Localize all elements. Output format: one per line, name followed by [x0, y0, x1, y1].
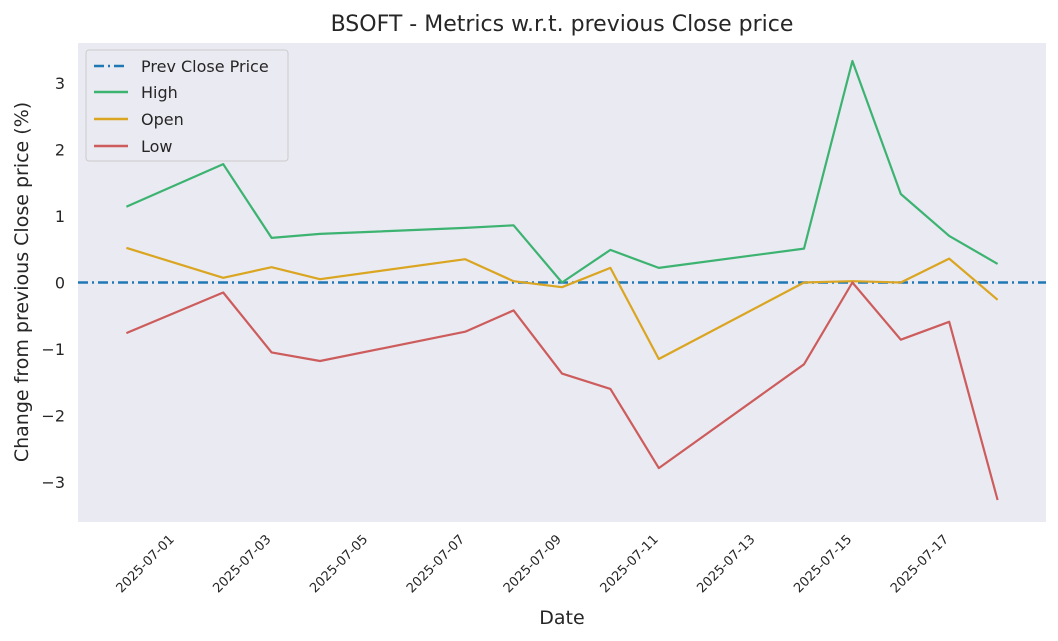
x-tick-label: 2025-07-15: [791, 532, 855, 596]
y-tick-label: −2: [41, 407, 65, 426]
chart-title: BSOFT - Metrics w.r.t. previous Close pr…: [331, 12, 794, 37]
y-tick-label: 2: [55, 140, 65, 159]
y-tick-label: 1: [55, 207, 65, 226]
legend-label-open: Open: [141, 110, 184, 129]
series-line-high: [125, 59, 999, 284]
y-tick-label: 3: [55, 74, 65, 93]
y-ticks: 3 2 1 0 −1 −2 −3: [41, 74, 65, 492]
x-tick-label: 2025-07-17: [888, 532, 952, 596]
x-tick-label: 2025-07-05: [307, 532, 371, 596]
y-tick-label: −3: [41, 473, 65, 492]
x-tick-label: 2025-07-09: [501, 532, 565, 596]
x-axis-label: Date: [539, 607, 584, 629]
legend: Prev Close Price High Open Low: [85, 49, 289, 162]
series-line-low: [125, 281, 999, 501]
x-tick-label: 2025-07-01: [114, 532, 178, 596]
y-axis-label: Change from previous Close price (%): [11, 102, 33, 462]
x-tick-label: 2025-07-07: [404, 532, 468, 596]
y-tick-label: −1: [41, 340, 65, 359]
legend-box: [85, 49, 289, 162]
legend-label-low: Low: [141, 137, 173, 156]
x-tick-label: 2025-07-11: [598, 532, 662, 596]
series-lines: [78, 59, 1046, 501]
series-line-open: [126, 246, 999, 361]
x-tick-label: 2025-07-03: [210, 532, 274, 596]
y-tick-label: 0: [55, 274, 65, 293]
legend-label-high: High: [141, 83, 178, 102]
x-tick-label: 2025-07-13: [694, 532, 758, 596]
x-ticks: 2025-07-01 2025-07-03 2025-07-05 2025-07-07…: [114, 532, 952, 596]
legend-label-prev-close: Prev Close Price: [141, 57, 269, 76]
